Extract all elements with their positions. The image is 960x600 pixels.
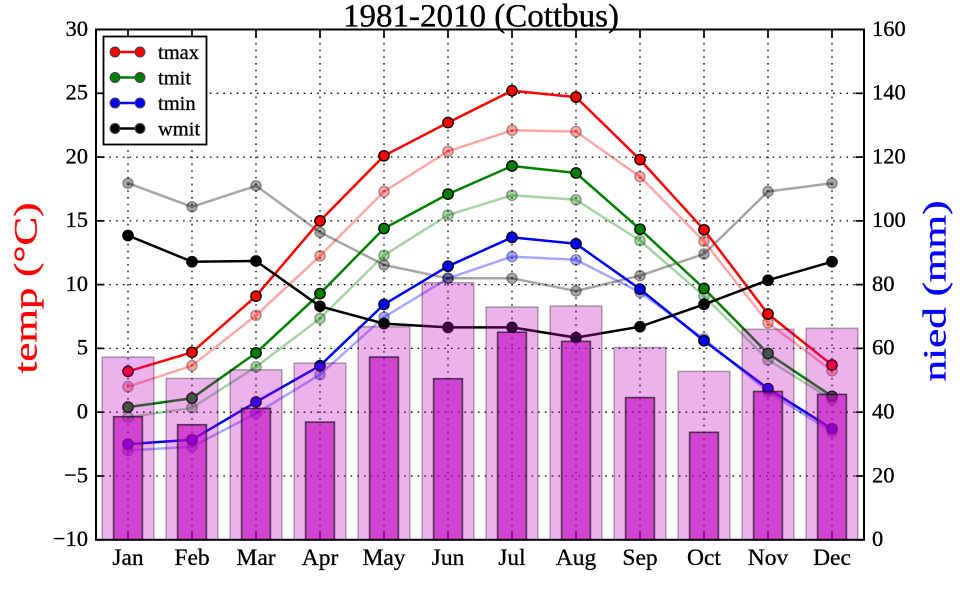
svg-text:Feb: Feb [174,545,209,571]
svg-text:tmax: tmax [158,42,199,64]
svg-text:0: 0 [77,399,88,424]
svg-text:temp (°C): temp (°C) [9,203,45,374]
svg-text:Oct: Oct [687,545,721,571]
svg-text:80: 80 [872,271,895,296]
svg-text:25: 25 [66,80,89,105]
svg-text:Aug: Aug [556,545,597,571]
svg-text:May: May [362,545,405,571]
svg-text:140: 140 [872,80,906,105]
svg-text:−10: −10 [53,526,88,551]
svg-text:Jul: Jul [498,545,526,571]
svg-text:Sep: Sep [622,545,657,571]
svg-text:40: 40 [872,399,895,424]
svg-text:−5: −5 [64,462,88,487]
svg-text:20: 20 [872,462,895,487]
svg-text:Dec: Dec [813,545,851,571]
svg-text:Jan: Jan [112,545,144,571]
svg-text:Nov: Nov [748,545,789,571]
svg-text:10: 10 [66,271,89,296]
svg-text:160: 160 [872,16,906,41]
svg-text:nied (mm): nied (mm) [918,201,954,382]
svg-text:15: 15 [66,207,89,232]
svg-text:wmit: wmit [158,119,200,141]
svg-text:tmin: tmin [158,93,196,115]
svg-text:Jun: Jun [432,545,465,571]
svg-text:0: 0 [872,526,883,551]
svg-text:100: 100 [872,207,906,232]
svg-text:20: 20 [66,143,89,168]
svg-text:Apr: Apr [302,545,339,571]
svg-text:1981-2010 (Cottbus): 1981-2010 (Cottbus) [343,0,619,35]
svg-text:30: 30 [66,16,89,41]
svg-text:5: 5 [77,335,88,360]
svg-text:Mar: Mar [236,545,275,571]
svg-text:60: 60 [872,335,895,360]
svg-text:120: 120 [872,143,906,168]
svg-text:tmit: tmit [158,68,191,90]
